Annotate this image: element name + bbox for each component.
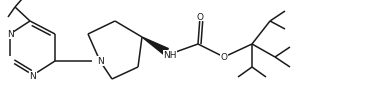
Text: O: O: [220, 53, 227, 62]
Text: N: N: [7, 30, 13, 39]
Text: N: N: [30, 72, 36, 81]
Text: NH: NH: [163, 51, 177, 60]
Polygon shape: [142, 38, 168, 56]
Text: N: N: [96, 57, 104, 66]
Text: O: O: [197, 12, 204, 21]
